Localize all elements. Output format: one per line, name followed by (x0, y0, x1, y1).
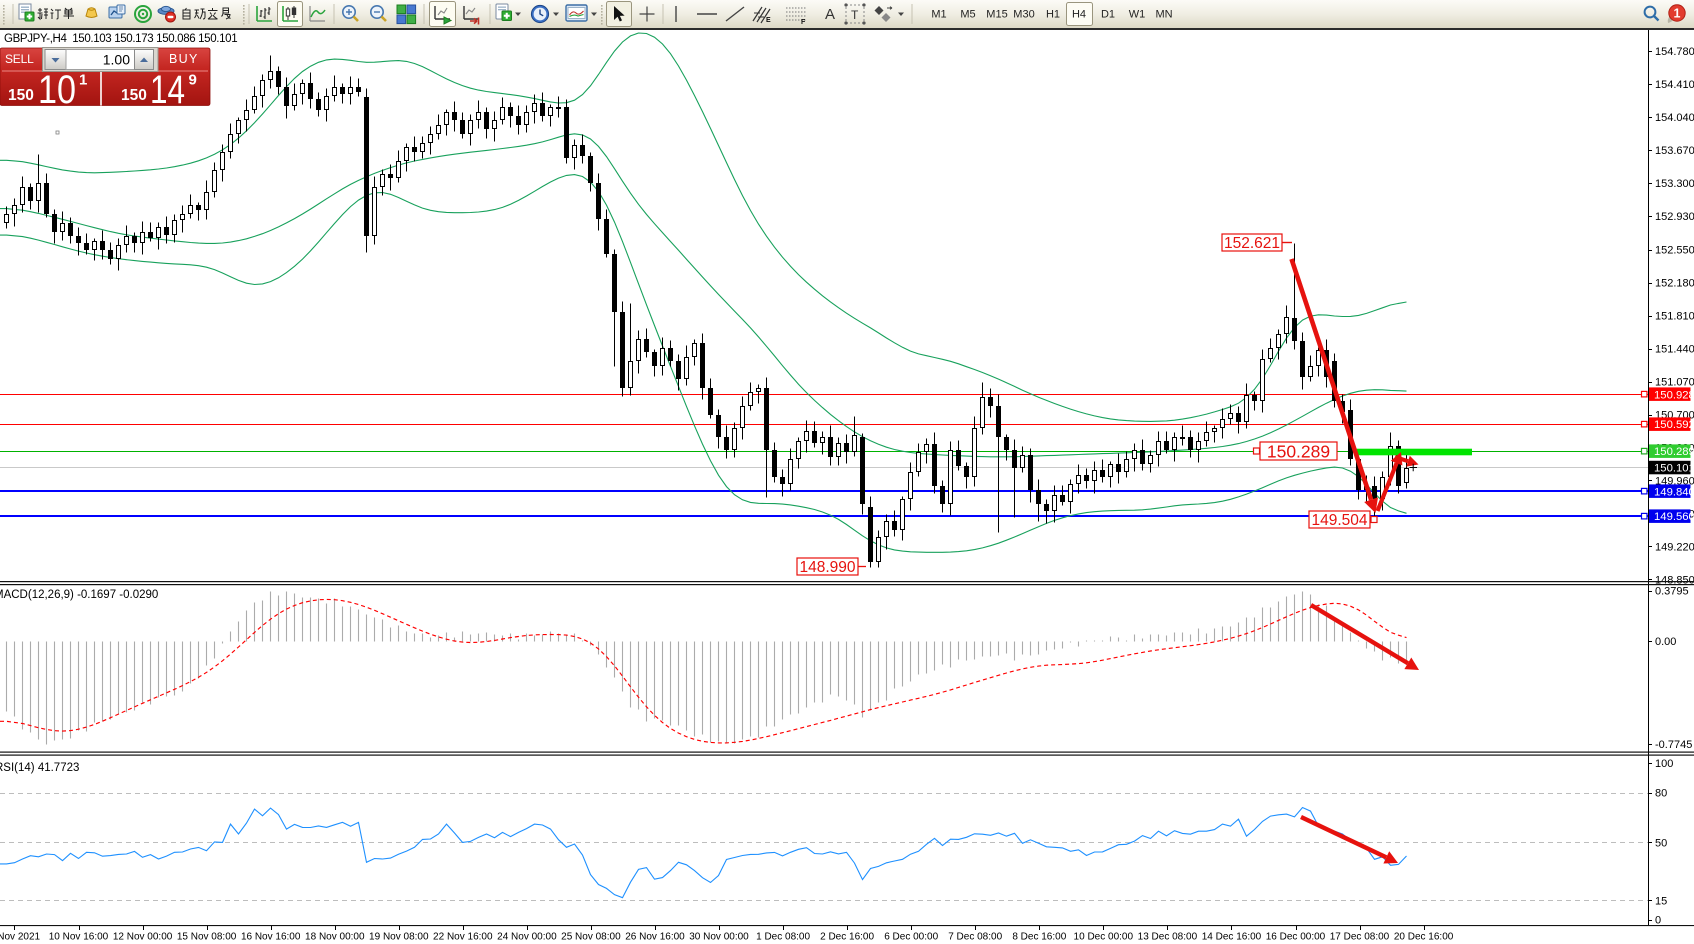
svg-text:M15: M15 (986, 9, 1007, 21)
svg-text:150.289: 150.289 (1654, 446, 1694, 458)
svg-text:6 Dec 00:00: 6 Dec 00:00 (884, 932, 938, 943)
svg-text:149.840: 149.840 (1654, 486, 1694, 498)
svg-text:-0.7745: -0.7745 (1655, 739, 1692, 751)
svg-text:24 Nov 00:00: 24 Nov 00:00 (497, 932, 557, 943)
svg-text:18 Nov 00:00: 18 Nov 00:00 (305, 932, 365, 943)
svg-text:152.550: 152.550 (1655, 245, 1694, 257)
svg-text:M1: M1 (931, 9, 946, 21)
svg-text:50: 50 (1655, 837, 1667, 849)
svg-text:14: 14 (150, 68, 185, 112)
svg-text:148.990: 148.990 (799, 559, 855, 576)
svg-text:149.560: 149.560 (1654, 511, 1694, 523)
svg-text:16 Nov 16:00: 16 Nov 16:00 (241, 932, 301, 943)
svg-text:154.410: 154.410 (1655, 79, 1694, 91)
svg-text:15 Nov 08:00: 15 Nov 08:00 (177, 932, 237, 943)
svg-text:152.930: 152.930 (1655, 211, 1694, 223)
svg-text:150.592: 150.592 (1654, 419, 1694, 431)
svg-text:154.780: 154.780 (1655, 46, 1694, 58)
svg-text:7 Dec 08:00: 7 Dec 08:00 (948, 932, 1002, 943)
svg-text:154.040: 154.040 (1655, 112, 1694, 124)
svg-text:8 Nov 2021: 8 Nov 2021 (0, 932, 41, 943)
svg-text:151.070: 151.070 (1655, 377, 1694, 389)
svg-text:150: 150 (121, 87, 147, 104)
svg-text:D1: D1 (1101, 9, 1115, 21)
svg-text:150: 150 (8, 87, 34, 104)
svg-text:100: 100 (1655, 758, 1673, 770)
svg-text:26 Nov 16:00: 26 Nov 16:00 (625, 932, 685, 943)
svg-text:2 Dec 16:00: 2 Dec 16:00 (820, 932, 874, 943)
svg-text:80: 80 (1655, 788, 1667, 800)
svg-text:151.440: 151.440 (1655, 344, 1694, 356)
svg-text:15: 15 (1655, 896, 1667, 908)
svg-text:150.289: 150.289 (1267, 441, 1330, 461)
svg-text:M5: M5 (960, 9, 975, 21)
svg-text:1.00: 1.00 (103, 52, 130, 68)
svg-text:17 Dec 08:00: 17 Dec 08:00 (1330, 932, 1390, 943)
svg-text:13 Dec 08:00: 13 Dec 08:00 (1138, 932, 1198, 943)
svg-text:0.00: 0.00 (1655, 636, 1676, 648)
svg-text:152.180: 152.180 (1655, 278, 1694, 290)
svg-text:25 Nov 08:00: 25 Nov 08:00 (561, 932, 621, 943)
svg-text:1 Dec 08:00: 1 Dec 08:00 (756, 932, 810, 943)
svg-text:8 Dec 16:00: 8 Dec 16:00 (1012, 932, 1066, 943)
svg-text:153.300: 153.300 (1655, 178, 1694, 190)
svg-text:12 Nov 00:00: 12 Nov 00:00 (113, 932, 173, 943)
svg-text:30 Nov 00:00: 30 Nov 00:00 (689, 932, 749, 943)
svg-text:9: 9 (189, 72, 197, 89)
svg-text:14 Dec 16:00: 14 Dec 16:00 (1202, 932, 1262, 943)
svg-text:1: 1 (1674, 7, 1681, 21)
svg-text:MACD(12,26,9) -0.1697 -0.0290: MACD(12,26,9) -0.1697 -0.0290 (0, 589, 158, 601)
svg-text:BUY: BUY (169, 52, 199, 66)
svg-text:149.220: 149.220 (1655, 541, 1694, 553)
svg-text:10 Dec 00:00: 10 Dec 00:00 (1074, 932, 1134, 943)
svg-text:T: T (851, 8, 859, 22)
svg-text:16 Dec 00:00: 16 Dec 00:00 (1266, 932, 1326, 943)
svg-text:10 Nov 16:00: 10 Nov 16:00 (49, 932, 109, 943)
svg-text:19 Nov 08:00: 19 Nov 08:00 (369, 932, 429, 943)
svg-text:150.101: 150.101 (1654, 463, 1694, 475)
svg-text:150.928: 150.928 (1654, 389, 1694, 401)
svg-text:149.504: 149.504 (1311, 512, 1367, 529)
svg-text:RSI(14) 41.7723: RSI(14) 41.7723 (0, 762, 79, 774)
svg-text:151.810: 151.810 (1655, 311, 1694, 323)
svg-text:H4: H4 (1072, 9, 1086, 21)
svg-text:F: F (801, 19, 806, 26)
svg-text:H1: H1 (1046, 9, 1060, 21)
svg-text:SELL: SELL (5, 52, 34, 66)
svg-text:M30: M30 (1013, 9, 1034, 21)
svg-text:153.670: 153.670 (1655, 145, 1694, 157)
svg-text:22 Nov 16:00: 22 Nov 16:00 (433, 932, 493, 943)
svg-text:A: A (825, 6, 835, 23)
svg-text:152.621: 152.621 (1224, 235, 1280, 252)
svg-text:0: 0 (1655, 915, 1661, 927)
svg-text:20 Dec 16:00: 20 Dec 16:00 (1394, 932, 1454, 943)
svg-text:W1: W1 (1129, 9, 1146, 21)
svg-text:0.3795: 0.3795 (1655, 586, 1689, 598)
svg-text:10: 10 (38, 68, 76, 112)
svg-text:148.850: 148.850 (1655, 574, 1694, 586)
svg-text:MN: MN (1155, 9, 1172, 21)
svg-text:1: 1 (79, 72, 87, 89)
svg-text:E: E (766, 17, 771, 24)
